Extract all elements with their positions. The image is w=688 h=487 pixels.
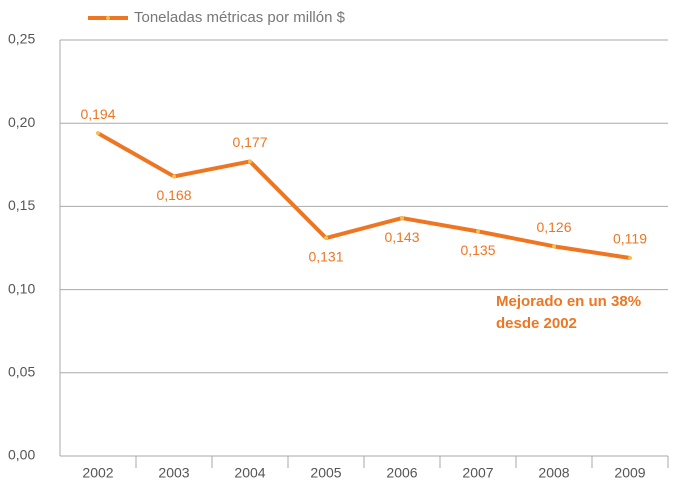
data-label: 0,177	[232, 134, 267, 150]
data-label: 0,131	[308, 249, 343, 265]
annotation: Mejorado en un 38%	[496, 293, 641, 310]
legend-label: Toneladas métricas por millón $	[134, 9, 346, 26]
point-marker	[324, 236, 328, 241]
data-label: 0,143	[384, 229, 419, 245]
data-label: 0,194	[80, 106, 115, 122]
y-tick-label: 0,15	[8, 197, 35, 213]
data-label: 0,135	[460, 242, 495, 258]
y-tick-label: 0,05	[8, 364, 35, 380]
point-marker	[248, 159, 252, 164]
y-tick-label: 0,25	[8, 31, 35, 47]
legend-marker	[106, 16, 110, 20]
point-marker	[552, 244, 556, 249]
x-tick-label: 2002	[82, 465, 113, 481]
data-label: 0,126	[536, 219, 571, 235]
x-tick-label: 2004	[234, 465, 265, 481]
data-label: 0,119	[613, 231, 647, 247]
y-tick-label: 0,20	[8, 114, 35, 130]
x-tick-label: 2008	[538, 465, 569, 481]
point-marker	[172, 174, 176, 179]
x-tick-label: 2003	[158, 465, 189, 481]
x-tick-label: 2007	[462, 465, 493, 481]
point-marker	[628, 255, 632, 260]
y-tick-label: 0,10	[8, 280, 35, 296]
point-marker	[476, 229, 480, 234]
x-tick-label: 2005	[310, 465, 341, 481]
y-tick-label: 0,00	[8, 447, 35, 463]
x-tick-label: 2009	[614, 465, 645, 481]
point-marker	[96, 131, 100, 136]
annotation: desde 2002	[496, 315, 577, 332]
point-marker	[400, 216, 404, 221]
data-label: 0,168	[156, 187, 191, 203]
x-tick-label: 2006	[386, 465, 417, 481]
line	[97, 131, 631, 260]
